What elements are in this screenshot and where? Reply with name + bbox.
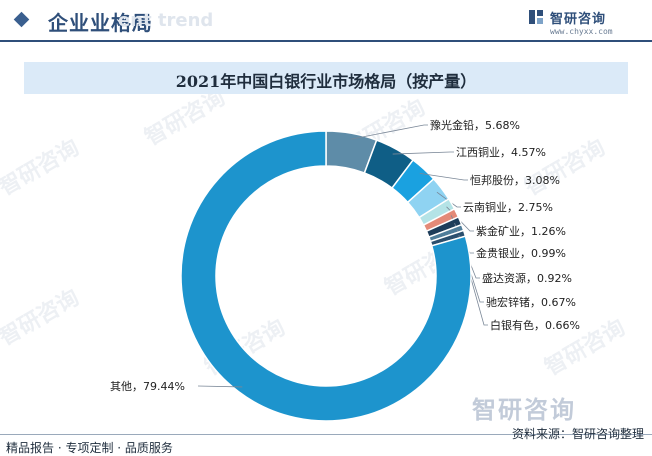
leader-line xyxy=(392,151,454,155)
slice-label: 云南铜业，2.75% xyxy=(463,200,553,214)
source-note: 资料来源：智研咨询整理 xyxy=(511,427,644,441)
slice-label: 其他，79.44% xyxy=(110,380,185,393)
leader-line xyxy=(419,173,468,181)
slice-label: 恒邦股份，3.08% xyxy=(470,174,560,187)
footer-tagline: 精品报告 · 专项定制 · 品质服务 xyxy=(6,441,173,455)
leader-line xyxy=(436,191,461,208)
slice-label: 豫光金铅，5.68% xyxy=(430,118,520,132)
brand-url: www.chyxx.com xyxy=(550,27,613,36)
slice-label: 驰宏锌锗，0.67% xyxy=(486,295,576,309)
slice-label: 盛达资源，0.92% xyxy=(482,271,572,285)
leader-line xyxy=(350,124,428,140)
slice-label: 江西铜业，4.57% xyxy=(456,145,546,159)
watermark-logo-text: 智研咨询 xyxy=(472,396,576,424)
slice-label: 金贵银业，0.99% xyxy=(476,246,566,260)
slice-label: 紫金矿业，1.26% xyxy=(476,224,566,238)
brand-name: 智研咨询 xyxy=(550,12,607,27)
header-title: 企业业格局 xyxy=(48,11,153,35)
report-header: 企业业格局 ent trend 智研咨询 www.chyxx.com xyxy=(0,0,652,42)
chart-title: 2021年中国白银行业市场格局（按产量） xyxy=(175,72,477,91)
footer-divider xyxy=(0,434,652,435)
brand-logo-icon xyxy=(529,10,543,24)
donut-slice xyxy=(180,130,472,422)
brand-block: 智研咨询 www.chyxx.com xyxy=(528,8,638,40)
header-divider xyxy=(0,40,652,42)
chart-title-band: 2021年中国白银行业市场格局（按产量） xyxy=(24,62,628,94)
leader-line xyxy=(197,385,243,388)
header-ghost-text: ent trend xyxy=(118,10,214,31)
slice-label: 白银有色，0.66% xyxy=(490,318,580,332)
